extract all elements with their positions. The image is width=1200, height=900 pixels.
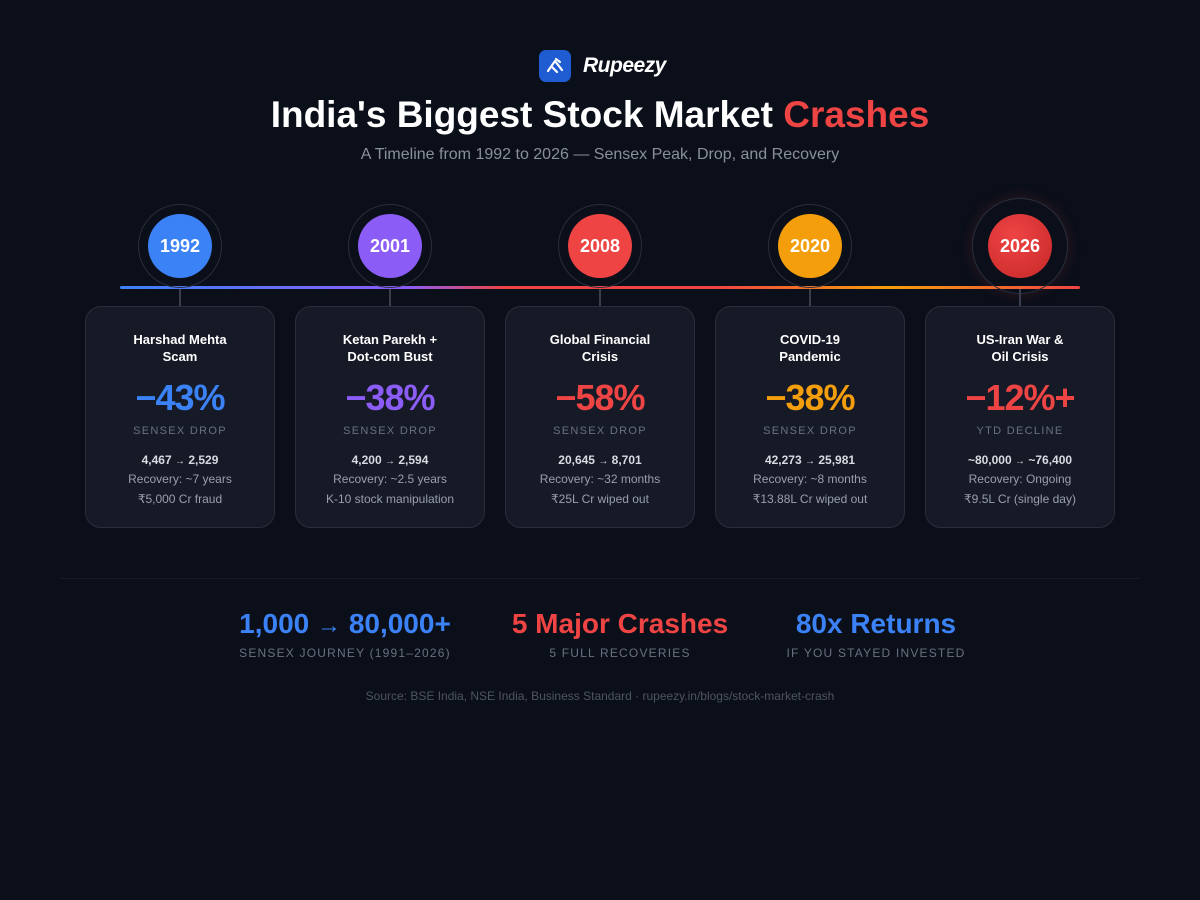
timeline-node-1992: 1992 — [138, 204, 222, 288]
stat-returns: 80x Returns IF YOU STAYED INVESTED — [786, 608, 966, 660]
peak-to-trough: 4,200 → 2,594 — [351, 453, 429, 467]
card-title: Harshad Mehta Scam — [133, 332, 227, 364]
drop-value: −38% — [765, 377, 855, 418]
divider — [60, 578, 1140, 579]
rupeezy-logo-icon — [539, 50, 571, 82]
drop-value: −12%+ — [965, 377, 1075, 418]
crash-card-2008: Global Financial Crisis −58% SENSEX DROP … — [505, 306, 695, 528]
drop-label: SENSEX DROP — [343, 425, 437, 437]
connector — [1019, 289, 1021, 306]
brand-name: Rupeezy — [583, 54, 666, 77]
timeline-node-2001: 2001 — [348, 204, 432, 288]
drop-value: −43% — [135, 377, 225, 418]
recovery: Recovery: ~7 years — [128, 472, 232, 486]
drop-label: SENSEX DROP — [763, 425, 857, 437]
peak-to-trough: 42,273 → 25,981 — [764, 453, 856, 467]
crash-card-1992: Harshad Mehta Scam −43% SENSEX DROP 4,467… — [85, 306, 275, 528]
timeline-node-2020: 2020 — [768, 204, 852, 288]
note: ₹25L Cr wiped out — [551, 492, 649, 506]
crash-card-2026: US-Iran War & Oil Crisis −12%+ YTD DECLIN… — [925, 306, 1115, 528]
connector — [179, 289, 181, 306]
recovery: Recovery: ~32 months — [539, 472, 661, 486]
note: K-10 stock manipulation — [325, 492, 455, 506]
drop-value: −38% — [345, 377, 435, 418]
recovery: Recovery: ~8 months — [753, 472, 867, 486]
note: ₹9.5L Cr (single day) — [964, 492, 1076, 506]
timeline-node-2026: 2026 — [972, 198, 1068, 294]
drop-value: −58% — [555, 377, 645, 418]
drop-label: YTD DECLINE — [976, 425, 1064, 437]
peak-to-trough: 20,645 → 8,701 — [558, 453, 642, 467]
page-title: India's Biggest Stock Market Crashes — [270, 94, 930, 135]
source-note: Source: BSE India, NSE India, Business S… — [365, 689, 835, 703]
stat-sensex-journey: 1,000 → 80,000+ SENSEX JOURNEY (1991–202… — [239, 608, 451, 660]
crash-card-2020: COVID-19 Pandemic −38% SENSEX DROP 42,273… — [715, 306, 905, 528]
card-title: Ketan Parekh + Dot-com Bust — [342, 332, 438, 364]
crash-card-2001: Ketan Parekh + Dot-com Bust −38% SENSEX D… — [295, 306, 485, 528]
page-subtitle: A Timeline from 1992 to 2026 — Sensex Pe… — [360, 146, 840, 163]
card-title: Global Financial Crisis — [549, 332, 651, 364]
card-title: COVID-19 Pandemic — [779, 332, 841, 364]
note: ₹13.88L Cr wiped out — [752, 492, 868, 506]
card-title: US-Iran War & Oil Crisis — [976, 332, 1064, 364]
connector — [599, 289, 601, 306]
timeline-node-2008: 2008 — [558, 204, 642, 288]
peak-to-trough: 4,467 → 2,529 — [141, 453, 219, 467]
recovery: Recovery: ~2.5 years — [333, 472, 447, 486]
stat-major-crashes: 5 Major Crashes 5 FULL RECOVERIES — [511, 608, 729, 660]
note: ₹5,000 Cr fraud — [137, 492, 223, 506]
brand-logo: Rupeezy — [539, 50, 666, 82]
connector — [389, 289, 391, 306]
recovery: Recovery: Ongoing — [968, 472, 1072, 486]
drop-label: SENSEX DROP — [553, 425, 647, 437]
drop-label: SENSEX DROP — [133, 425, 227, 437]
peak-to-trough: ~80,000 → ~76,400 — [967, 453, 1073, 467]
connector — [809, 289, 811, 306]
